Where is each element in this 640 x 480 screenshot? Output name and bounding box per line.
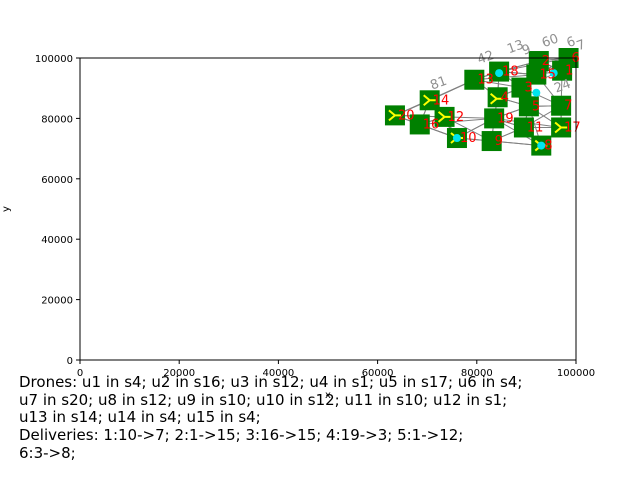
station-marker [526, 64, 547, 85]
axes: 0 20000 40000 60000 80000 100000 0 20000 40000 60… [35, 54, 595, 379]
station-label: 7 [564, 99, 572, 114]
status-line: Deliveries: 1:10->7; 2:1->15; 3:16->15; … [19, 426, 464, 445]
station-label: 19 [497, 111, 514, 126]
station-marker [551, 95, 572, 116]
station-label: 2 [542, 54, 550, 69]
station-marker [481, 131, 502, 152]
x-tick-label: 60000 [362, 368, 394, 379]
station-label: 16 [423, 117, 440, 132]
drone-marker [554, 121, 568, 134]
drone-marker [388, 109, 401, 122]
x-tick-label: 40000 [262, 368, 294, 379]
plot-frame [79, 57, 577, 361]
drone-marker [423, 94, 436, 107]
station-marker [409, 114, 430, 135]
target-marker [532, 88, 541, 97]
y-tick-label: 60000 [41, 175, 73, 186]
station-label: 5 [532, 99, 540, 114]
station-label: 1 [565, 64, 573, 79]
x-tick-label: 0 [77, 368, 83, 379]
x-tick-label: 20000 [163, 368, 195, 379]
faint-station-label: 81 [428, 74, 449, 94]
drone-and-target-markers [388, 69, 568, 152]
station-label: 12 [448, 110, 465, 125]
station-label: 10 [460, 131, 477, 146]
y-tick-label: 40000 [41, 235, 73, 246]
y-tick-label: 0 [67, 356, 73, 367]
status-line: Drones: u1 in s4; u2 in s16; u3 in s12; … [19, 373, 523, 391]
station-label: 20 [398, 108, 415, 123]
faint-station-label: 13 [505, 37, 526, 57]
y-axis-label: y [1, 206, 12, 212]
status-text: Drones: u1 in s4; u2 in s16; u3 in s12; … [19, 373, 634, 463]
station-label: 18 [502, 65, 519, 80]
station-marker [518, 96, 539, 117]
station-marker [464, 69, 485, 90]
drone-marker [489, 93, 503, 105]
y-tick-label: 100000 [35, 54, 73, 65]
station-label: 9 [495, 134, 503, 149]
y-tick-label: 20000 [41, 296, 73, 307]
station-label: 15 [539, 68, 556, 83]
status-line: u7 in s20; u8 in s12; u9 in s10; u10 in … [19, 390, 508, 409]
faint-station-label: 9 [520, 42, 533, 59]
station-marker [484, 108, 505, 129]
x-tick-label: 80000 [461, 368, 493, 379]
target-marker [537, 141, 546, 150]
y-tick-label: 80000 [41, 114, 73, 125]
x-tick-label: 100000 [557, 368, 595, 379]
target-marker [549, 69, 558, 78]
station-label: 3 [524, 81, 532, 96]
faint-station-label: 24 [552, 77, 573, 97]
target-marker [495, 69, 504, 78]
status-line: u13 in s14; u14 in s4; u15 in s4; [19, 408, 261, 427]
drone-marker [437, 111, 451, 123]
x-axis-label: x [325, 390, 331, 401]
station-label: 14 [433, 93, 450, 108]
station-label: 13 [477, 73, 494, 88]
status-line: 6:3->8; [19, 443, 76, 462]
station-label: 17 [564, 120, 581, 135]
station-marker [513, 117, 534, 138]
target-marker [452, 134, 461, 143]
station-label: 8 [544, 139, 552, 154]
station-label: 4 [501, 90, 509, 105]
station-label: 11 [527, 120, 544, 135]
faint-station-label: 60 [540, 31, 561, 51]
route-edge [419, 117, 495, 125]
